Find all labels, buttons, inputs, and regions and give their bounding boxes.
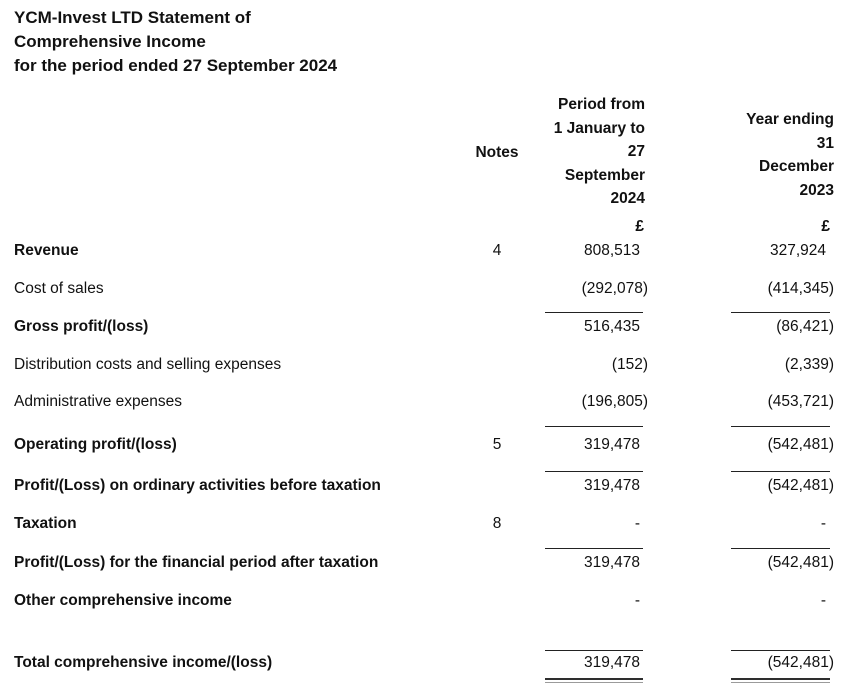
row-period-value: 319,478: [583, 477, 640, 494]
year-header-line: 31: [816, 134, 834, 152]
row-label: Profit/(Loss) on ordinary activities bef…: [14, 477, 381, 494]
row-label: Gross profit/(loss): [14, 318, 149, 335]
table-row-gross-profit: Gross profit/(loss) 516,435 (86,421): [0, 317, 841, 336]
period-header-line: 2024: [610, 190, 645, 207]
table-row-other-comprehensive-income: Other comprehensive income - -: [0, 591, 841, 610]
year-header-line: Year ending: [746, 111, 834, 128]
year-currency-symbol: £: [821, 218, 830, 235]
row-year-value: -: [820, 515, 826, 532]
period-header-line: 27: [627, 143, 645, 160]
subtotal-rule: [545, 426, 643, 427]
currency-row: £ £: [0, 217, 841, 236]
row-period-value: 319,478: [583, 654, 640, 671]
title-line-2: Comprehensive Income: [14, 32, 206, 51]
row-year-value: 327,924: [769, 242, 826, 259]
subtotal-rule: [545, 650, 643, 651]
row-label: Profit/(Loss) for the financial period a…: [14, 554, 379, 571]
row-label: Other comprehensive income: [14, 592, 232, 609]
title-line-1: YCM-Invest LTD Statement of: [14, 8, 251, 27]
table-row-cost-of-sales: Cost of sales (292,078) (414,345): [0, 279, 841, 298]
row-period-value: (152): [611, 356, 648, 373]
row-period-value: -: [634, 592, 640, 609]
row-period-value: (196,805): [581, 393, 648, 410]
subtotal-rule: [545, 312, 643, 313]
row-year-value: (414,345): [767, 280, 834, 297]
row-note: 8: [492, 515, 502, 532]
year-header-line: 2023: [799, 181, 834, 199]
period-header-line: 1 January to: [553, 119, 645, 137]
period-currency-symbol: £: [635, 218, 644, 235]
subtotal-rule: [731, 650, 830, 651]
period-header-line: Period from: [558, 96, 645, 113]
row-year-value: (542,481): [767, 554, 834, 571]
row-label: Cost of sales: [14, 280, 104, 297]
row-year-value: -: [820, 592, 826, 609]
row-year-value: (542,481): [767, 654, 834, 671]
row-label: Revenue: [14, 242, 79, 259]
table-row-operating-profit: Operating profit/(loss) 5 319,478 (542,4…: [0, 435, 841, 454]
row-period-value: 516,435: [583, 318, 640, 335]
row-period-value: -: [634, 515, 640, 532]
subtotal-rule: [731, 312, 830, 313]
row-note: 5: [492, 436, 502, 453]
subtotal-rule: [545, 471, 643, 472]
row-year-value: (542,481): [767, 477, 834, 494]
table-row-total-comprehensive-income: Total comprehensive income/(loss) 319,47…: [0, 653, 841, 672]
total-double-rule: [545, 678, 643, 683]
table-row-distribution-costs: Distribution costs and selling expenses …: [0, 355, 841, 374]
row-year-value: (453,721): [767, 393, 834, 410]
row-period-value: 319,478: [583, 554, 640, 571]
subtotal-rule: [545, 548, 643, 549]
table-row-administrative-expenses: Administrative expenses (196,805) (453,7…: [0, 392, 841, 411]
row-period-value: 808,513: [583, 242, 640, 259]
subtotal-rule: [731, 548, 830, 549]
period-column-header: Period from 1 January to 27 September 20…: [480, 93, 645, 211]
row-label: Operating profit/(loss): [14, 436, 177, 453]
row-year-value: (2,339): [784, 356, 834, 373]
subtotal-rule: [731, 471, 830, 472]
table-row-profit-after-taxation: Profit/(Loss) for the financial period a…: [0, 553, 841, 572]
table-row-revenue: Revenue 4 808,513 327,924: [0, 241, 841, 260]
subtotal-rule: [731, 426, 830, 427]
row-label: Administrative expenses: [14, 393, 182, 410]
period-header-line: September: [564, 166, 645, 184]
row-period-value: (292,078): [581, 280, 648, 297]
row-label: Total comprehensive income/(loss): [14, 654, 273, 671]
table-row-profit-before-taxation: Profit/(Loss) on ordinary activities bef…: [0, 476, 841, 495]
total-double-rule: [731, 678, 830, 683]
year-header-line: December: [759, 158, 834, 175]
row-period-value: 319,478: [583, 436, 640, 453]
row-year-value: (542,481): [767, 436, 834, 453]
row-label: Distribution costs and selling expenses: [14, 356, 282, 373]
table-row-taxation: Taxation 8 - -: [0, 514, 841, 533]
year-column-header: Year ending 31 December 2023: [669, 108, 834, 202]
row-note: 4: [492, 242, 502, 259]
row-label: Taxation: [14, 515, 77, 532]
title-line-3: for the period ended 27 September 2024: [14, 56, 338, 75]
notes-column-header: Notes: [475, 144, 519, 161]
row-year-value: (86,421): [776, 318, 834, 335]
statement-title: YCM-Invest LTD Statement of Comprehensiv…: [14, 6, 337, 78]
